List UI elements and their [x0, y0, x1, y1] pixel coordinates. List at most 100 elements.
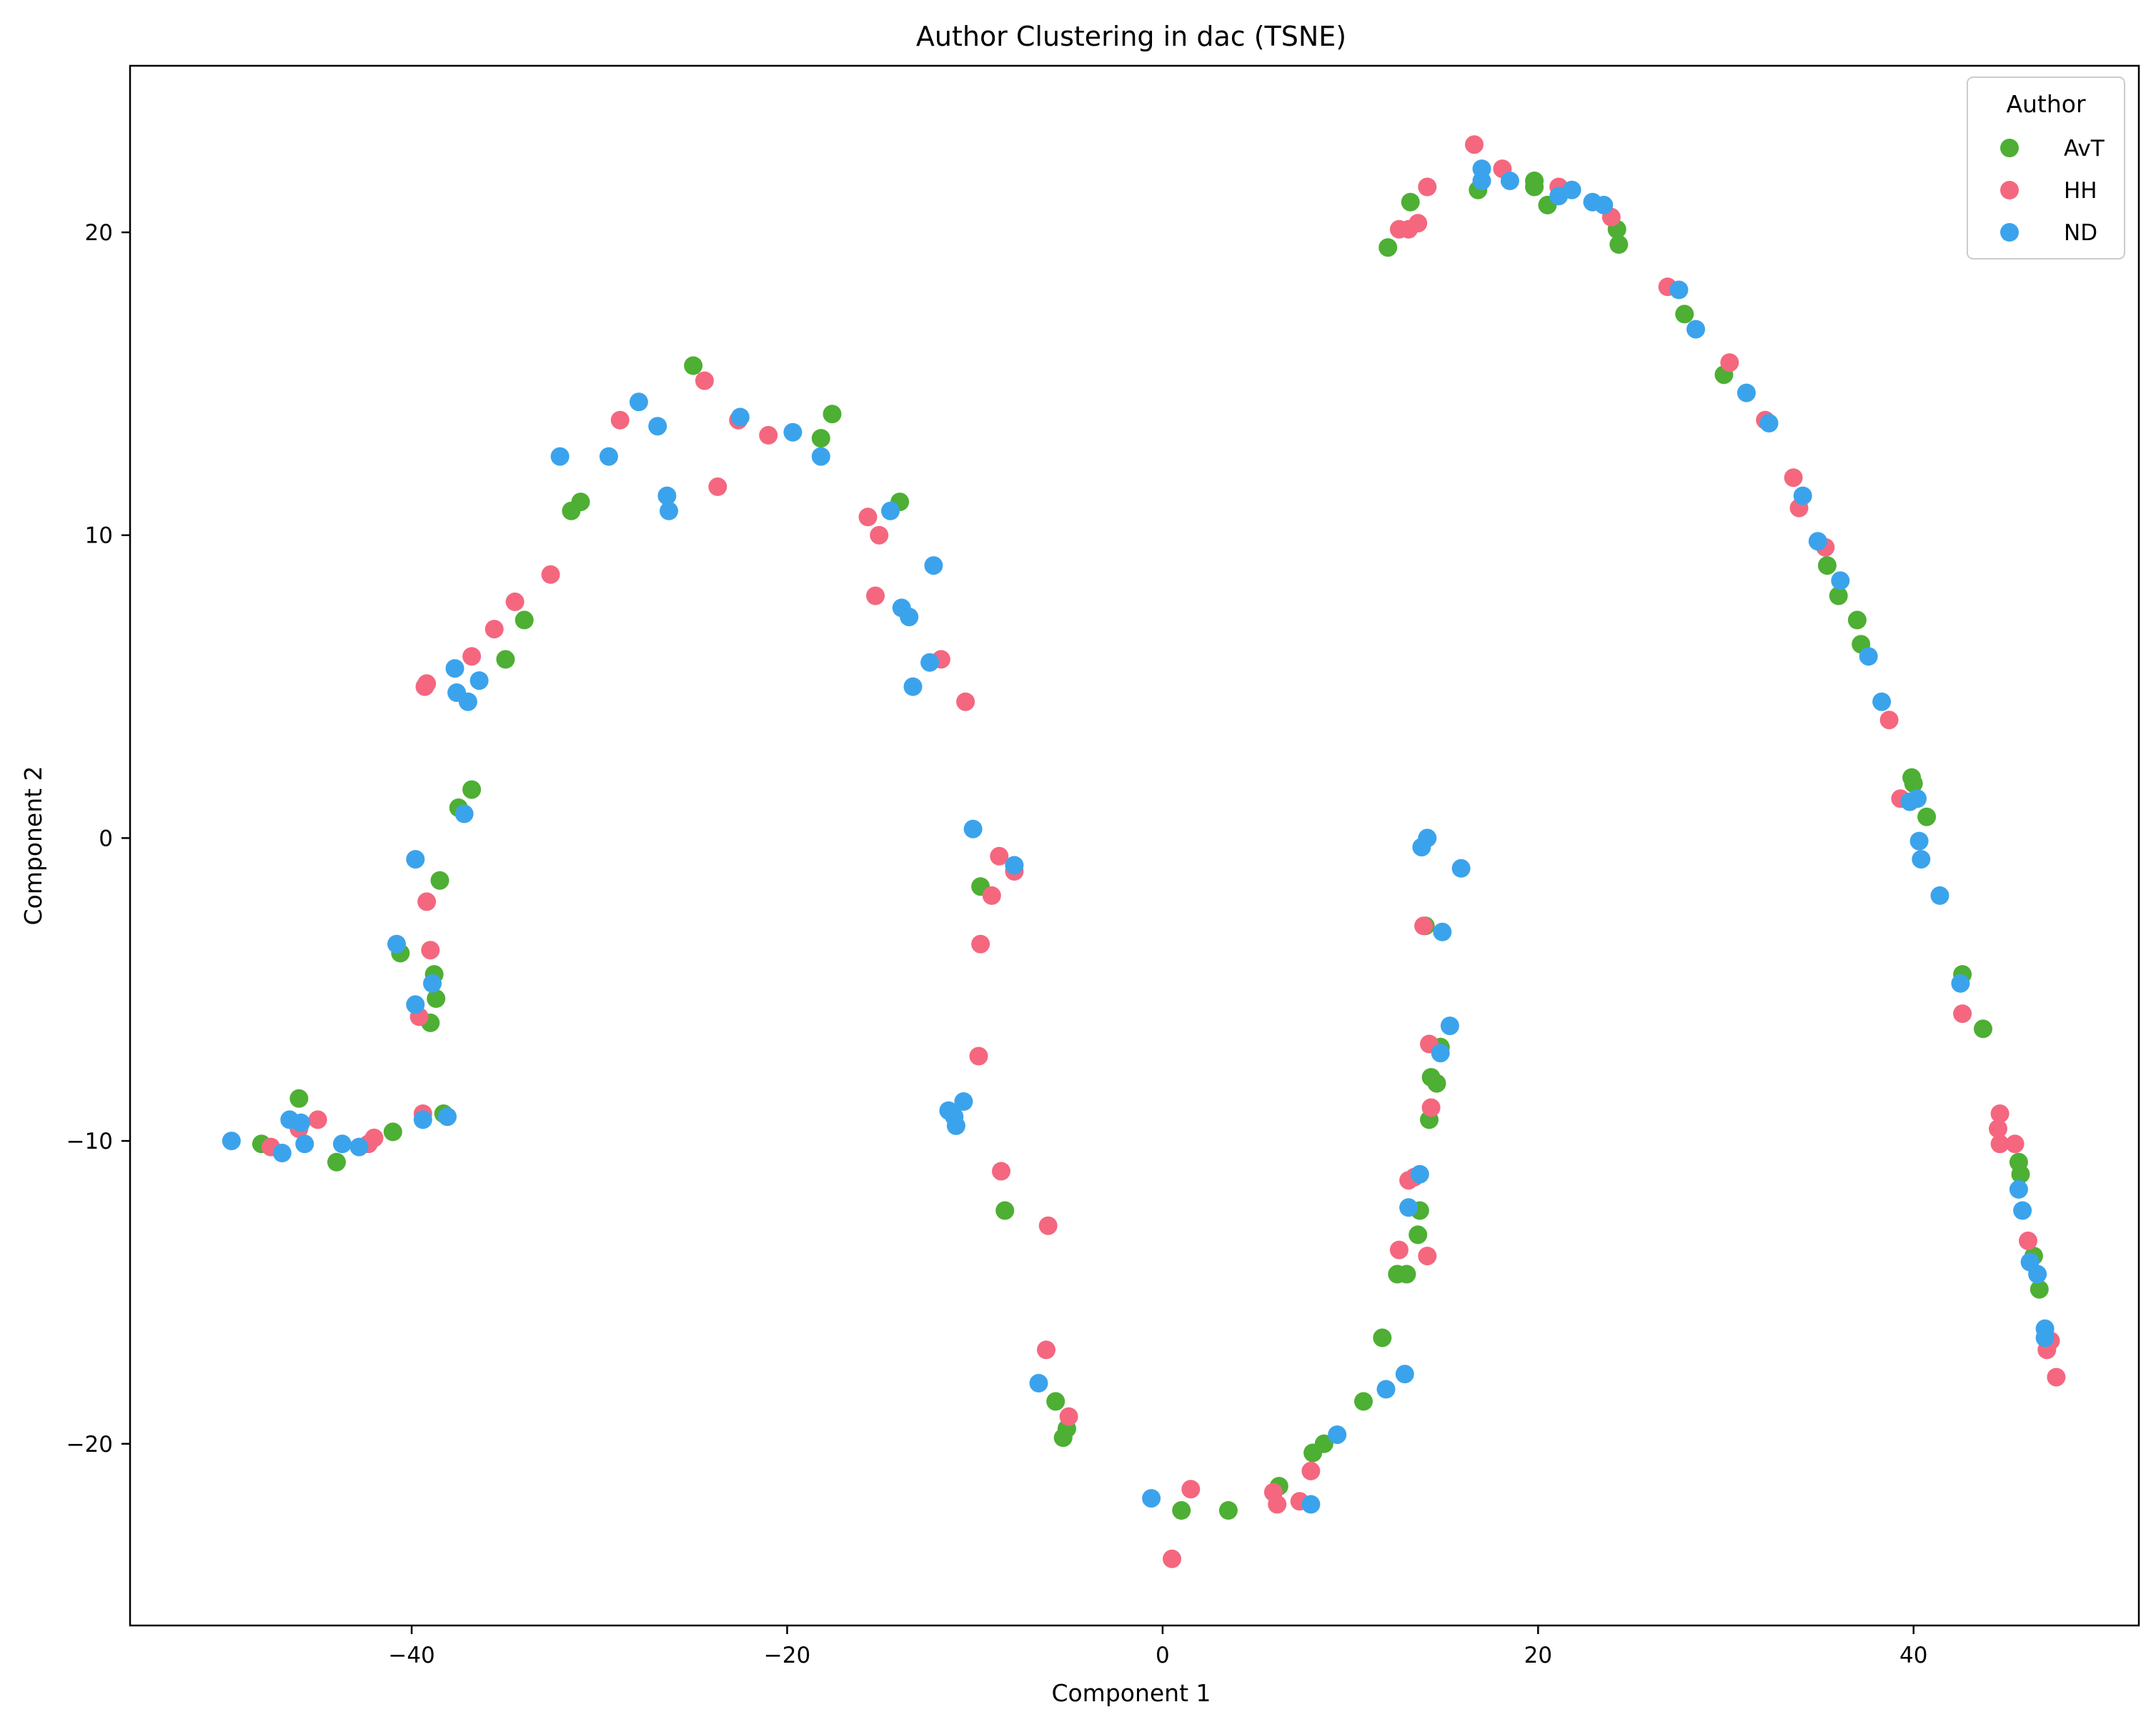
point-nd-60	[1669, 280, 1689, 300]
point-avt-26	[1218, 1501, 1238, 1520]
point-nd-36	[954, 1092, 973, 1111]
point-nd-41	[1301, 1495, 1321, 1514]
point-nd-3	[292, 1113, 311, 1132]
point-nd-18	[550, 447, 570, 466]
point-avt-7	[427, 989, 446, 1008]
point-hh-64	[1990, 1104, 2010, 1123]
point-nd-73	[1930, 886, 1949, 905]
point-hh-20	[858, 508, 878, 527]
point-nd-32	[924, 556, 943, 575]
point-nd-68	[1872, 692, 1892, 711]
point-avt-36	[1409, 1225, 1428, 1244]
point-avt-49	[1675, 305, 1694, 324]
point-avt-29	[1314, 1434, 1333, 1453]
point-hh-58	[1784, 468, 1803, 488]
point-avt-53	[1847, 610, 1867, 630]
point-nd-42	[1328, 1425, 1347, 1445]
point-nd-54	[1472, 172, 1491, 190]
point-avt-15	[571, 493, 590, 512]
point-avt-22	[1046, 1392, 1065, 1411]
point-nd-26	[811, 447, 830, 466]
point-hh-56	[1720, 353, 1739, 372]
point-nd-46	[1410, 1164, 1429, 1184]
point-hh-28	[990, 846, 1009, 866]
point-avt-16	[684, 356, 703, 375]
point-avt-52	[1829, 586, 1848, 605]
point-avt-21	[995, 1201, 1015, 1220]
legend-marker-hh	[2000, 181, 2019, 199]
point-nd-4	[295, 1134, 314, 1154]
point-hh-68	[2019, 1231, 2037, 1250]
point-avt-51	[1817, 556, 1837, 575]
legend-title: Author	[2006, 90, 2086, 118]
point-nd-10	[413, 1110, 432, 1129]
point-nd-52	[1451, 858, 1471, 878]
legend-marker-nd	[2000, 223, 2019, 242]
plot-frame	[129, 64, 2140, 1627]
point-nd-7	[387, 934, 406, 954]
point-avt-12	[496, 650, 515, 669]
point-nd-13	[445, 659, 465, 678]
point-nd-70	[1908, 789, 1927, 808]
point-hh-17	[708, 477, 727, 496]
point-nd-15	[454, 804, 474, 823]
x-axis-label: Component 1	[1051, 1679, 1211, 1707]
point-avt-61	[2011, 1164, 2030, 1184]
point-nd-21	[648, 417, 667, 436]
point-nd-24	[730, 407, 750, 427]
y-tick-label: −20	[66, 1432, 113, 1458]
point-nd-38	[1005, 856, 1024, 875]
point-nd-5	[332, 1134, 352, 1154]
point-nd-27	[881, 501, 900, 520]
y-tick-label: 10	[85, 523, 113, 549]
point-hh-29	[992, 1162, 1010, 1181]
point-avt-11	[462, 780, 482, 799]
point-nd-64	[1793, 486, 1812, 505]
point-avt-63	[2030, 1280, 2049, 1299]
point-hh-35	[1181, 1480, 1201, 1499]
point-avt-31	[1373, 1328, 1392, 1347]
point-nd-76	[2013, 1201, 2032, 1220]
point-hh-26	[971, 934, 990, 954]
legend-marker-avt	[2000, 139, 2019, 157]
point-nd-31	[920, 653, 940, 672]
x-tick-label: −40	[388, 1643, 434, 1668]
point-hh-46	[1414, 916, 1434, 936]
point-nd-12	[438, 1107, 457, 1127]
point-hh-32	[1038, 1216, 1058, 1235]
point-nd-71	[1909, 831, 1929, 851]
point-nd-66	[1831, 571, 1850, 590]
point-hh-34	[1163, 1549, 1181, 1568]
point-hh-15	[610, 410, 630, 430]
x-tick-label: 40	[1899, 1643, 1927, 1668]
point-avt-8	[430, 871, 449, 890]
point-hh-47	[1418, 1247, 1437, 1266]
point-nd-67	[1859, 647, 1878, 666]
point-hh-45	[1409, 214, 1428, 233]
point-nd-29	[900, 608, 919, 627]
point-hh-11	[462, 647, 482, 666]
point-hh-16	[695, 371, 714, 390]
point-nd-8	[406, 850, 425, 869]
point-nd-72	[1912, 850, 1931, 869]
point-hh-48	[1418, 177, 1437, 197]
x-tick-label: −20	[764, 1643, 810, 1668]
x-tick-label: 0	[1156, 1643, 1170, 1668]
point-nd-25	[783, 422, 803, 442]
point-avt-13	[515, 610, 534, 630]
point-nd-37	[963, 819, 983, 838]
point-avt-41	[1427, 1074, 1446, 1093]
point-nd-65	[1808, 532, 1827, 551]
point-nd-75	[2009, 1179, 2028, 1199]
point-nd-40	[1142, 1489, 1161, 1508]
point-nd-22	[657, 486, 677, 505]
point-hh-33	[1059, 1407, 1078, 1426]
point-nd-23	[660, 501, 678, 520]
point-avt-32	[1378, 238, 1398, 257]
point-avt-34	[1397, 1265, 1416, 1284]
y-axis-label: Component 2	[19, 766, 47, 925]
point-hh-12	[485, 620, 504, 639]
point-hh-65	[1989, 1119, 2007, 1139]
legend-box	[1967, 76, 2125, 259]
point-nd-51	[1440, 1016, 1459, 1036]
